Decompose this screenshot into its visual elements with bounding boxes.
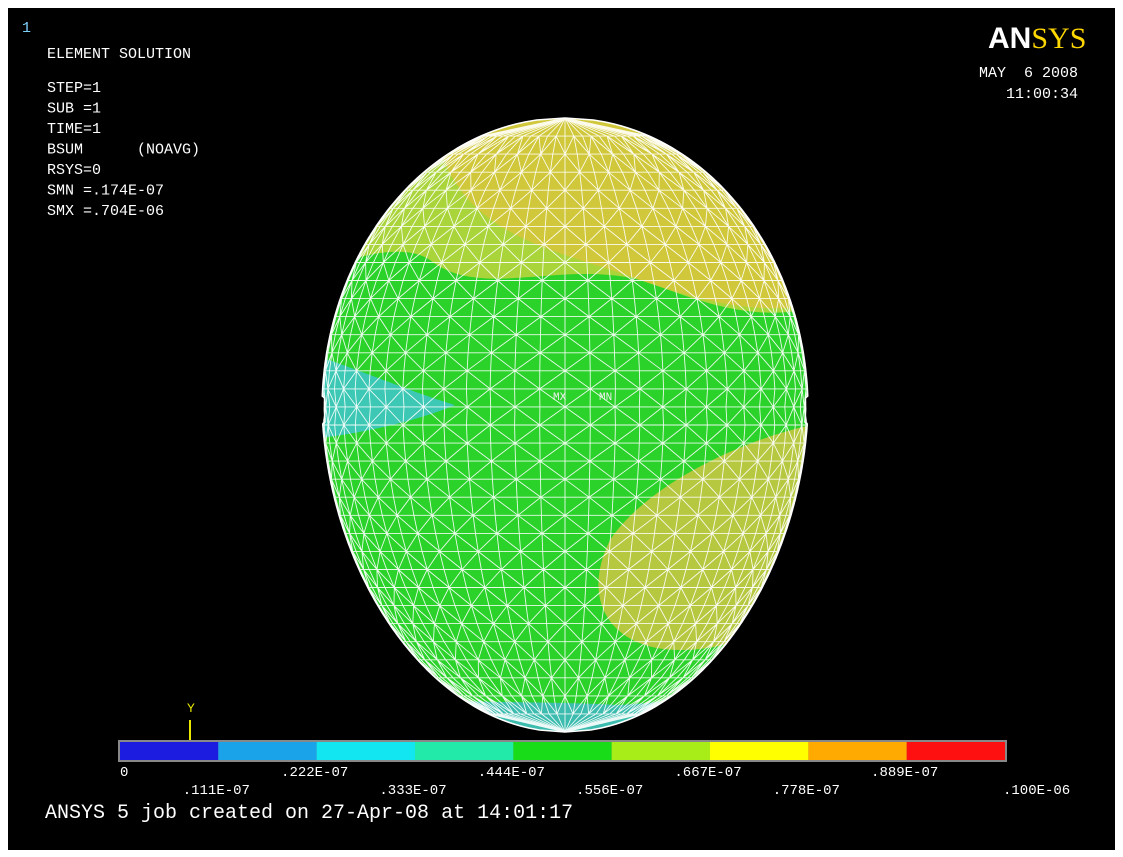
outline (321, 117, 809, 733)
legend-band (808, 742, 907, 760)
logo-sys: SYS (1031, 22, 1086, 55)
legend-band (415, 742, 514, 760)
info-line: ELEMENT SOLUTION (47, 46, 191, 63)
legend-band (513, 742, 612, 760)
info-line: SMX =.704E-06 (47, 203, 164, 220)
legend-label: .333E-07 (379, 783, 446, 799)
legend-band (316, 742, 415, 760)
axis-label: Y (187, 701, 195, 716)
legend: 0 .111E-07 .222E-07 .333E-07 .444E-07 .556E-0… (120, 742, 1070, 799)
legend-band (611, 742, 710, 760)
legend-band (710, 742, 809, 760)
legend-label: .222E-07 (281, 765, 348, 781)
legend-label: .889E-07 (871, 765, 938, 781)
region-cyan (322, 350, 455, 440)
legend-label: .111E-07 (183, 783, 250, 799)
date: MAY 6 2008 (979, 65, 1078, 82)
legend-label: .778E-07 (773, 783, 840, 799)
info-line: SUB =1 (47, 101, 101, 118)
window-number: 1 (22, 20, 31, 37)
info-block: ELEMENT SOLUTION STEP=1 SUB =1 TIME=1 BSUM (… (47, 46, 200, 220)
legend-label: .444E-07 (478, 765, 545, 781)
info-line: SMN =.174E-07 (47, 183, 164, 200)
legend-label: .100E-06 (1003, 783, 1070, 799)
legend-band (218, 742, 317, 760)
max-marker: MX (553, 392, 567, 404)
min-marker: MN (599, 392, 612, 404)
legend-band (906, 742, 1005, 760)
legend-band (120, 742, 219, 760)
info-line: RSYS=0 (47, 162, 101, 179)
logo-an: AN (988, 22, 1031, 55)
footer: ANSYS 5 job created on 27-Apr-08 at 14:0… (45, 802, 573, 825)
info-line: BSUM (NOAVG) (47, 142, 200, 159)
logo: ANSYS (988, 22, 1086, 55)
legend-label: 0 (120, 765, 128, 781)
info-line: STEP=1 (47, 80, 101, 97)
time: 11:00:34 (1006, 86, 1078, 103)
legend-label: .556E-07 (576, 783, 643, 799)
legend-label: .667E-07 (674, 765, 741, 781)
info-line: TIME=1 (47, 121, 101, 138)
